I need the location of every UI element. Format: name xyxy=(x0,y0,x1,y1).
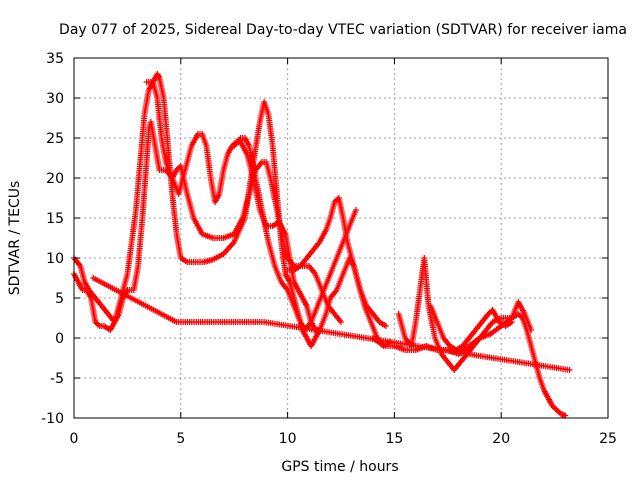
data-point xyxy=(566,367,573,373)
data-point xyxy=(382,323,389,329)
axis-ticks xyxy=(73,57,609,419)
y-tick-label: 10 xyxy=(46,251,64,267)
x-tick-label: 5 xyxy=(176,431,185,447)
y-tick-label: 5 xyxy=(55,291,64,307)
x-tick-label: 15 xyxy=(385,431,403,447)
y-tick-labels: -10 -5 0 5 10 15 20 25 30 35 xyxy=(41,51,64,427)
y-tick-label: 30 xyxy=(46,91,64,107)
data-points-layer xyxy=(71,71,573,419)
y-axis-title: SDTVAR / TECUs xyxy=(7,181,23,296)
data-point xyxy=(352,207,359,213)
y-tick-label: 35 xyxy=(46,51,64,67)
series-arc-9 xyxy=(427,303,515,353)
series-outliers xyxy=(90,275,573,373)
data-point xyxy=(528,327,535,333)
y-tick-label: -10 xyxy=(41,411,64,427)
chart-title: Day 077 of 2025, Sidereal Day-to-day VTE… xyxy=(59,22,627,38)
data-point xyxy=(338,319,344,325)
x-tick-label: 20 xyxy=(492,431,510,447)
y-tick-label: 0 xyxy=(55,331,64,347)
x-tick-label: 0 xyxy=(70,431,79,447)
data-point xyxy=(155,73,162,80)
x-tick-labels: 0 5 10 15 20 25 xyxy=(70,431,617,447)
x-axis-title: GPS time / hours xyxy=(281,459,398,475)
y-tick-label: 25 xyxy=(46,131,64,147)
y-tick-label: 15 xyxy=(46,211,64,227)
series-arc-6 xyxy=(284,195,389,329)
plot-frame xyxy=(73,57,609,419)
x-tick-label: 10 xyxy=(279,431,297,447)
y-tick-label: -5 xyxy=(50,371,64,387)
x-tick-label: 25 xyxy=(599,431,617,447)
data-point xyxy=(508,319,515,325)
y-tick-label: 20 xyxy=(46,171,64,187)
